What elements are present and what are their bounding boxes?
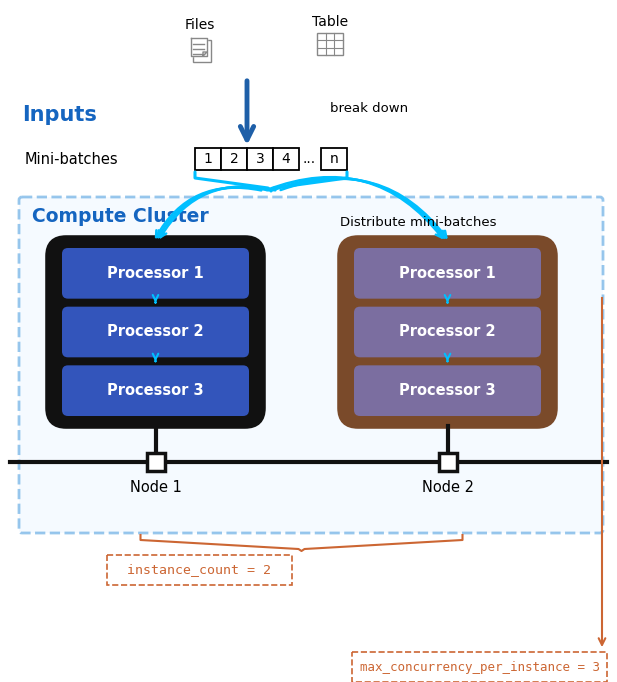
Text: Table: Table xyxy=(312,15,348,29)
Text: Mini-batches: Mini-batches xyxy=(25,151,118,166)
Bar xyxy=(321,148,347,170)
Bar xyxy=(193,40,211,62)
Bar xyxy=(439,453,457,471)
Text: Processor 1: Processor 1 xyxy=(399,266,496,281)
Text: break down: break down xyxy=(330,102,408,115)
Text: Distribute mini-batches: Distribute mini-batches xyxy=(340,216,497,228)
Text: Processor 3: Processor 3 xyxy=(399,383,496,398)
Text: 1: 1 xyxy=(204,152,212,166)
Text: ...: ... xyxy=(302,152,315,166)
Text: Processor 1: Processor 1 xyxy=(107,266,204,281)
FancyBboxPatch shape xyxy=(62,366,249,416)
Text: Inputs: Inputs xyxy=(22,105,97,125)
Text: Processor 3: Processor 3 xyxy=(107,383,204,398)
Text: Files: Files xyxy=(185,18,215,32)
Bar xyxy=(352,652,607,682)
FancyBboxPatch shape xyxy=(62,307,249,357)
Bar xyxy=(146,453,165,471)
Text: n: n xyxy=(329,152,338,166)
Text: instance_count = 2: instance_count = 2 xyxy=(127,563,271,576)
Text: Node 1: Node 1 xyxy=(130,481,181,496)
Bar xyxy=(247,148,273,170)
Bar xyxy=(221,148,247,170)
FancyBboxPatch shape xyxy=(354,307,541,357)
FancyBboxPatch shape xyxy=(48,238,263,426)
Polygon shape xyxy=(191,38,207,56)
FancyBboxPatch shape xyxy=(19,197,603,533)
Text: Compute Cluster: Compute Cluster xyxy=(32,207,209,226)
Text: 4: 4 xyxy=(281,152,291,166)
Text: max_concurrency_per_instance = 3: max_concurrency_per_instance = 3 xyxy=(360,660,600,674)
FancyBboxPatch shape xyxy=(62,248,249,299)
Bar xyxy=(317,33,343,55)
Text: Processor 2: Processor 2 xyxy=(107,325,204,340)
FancyBboxPatch shape xyxy=(340,238,555,426)
Text: 3: 3 xyxy=(255,152,264,166)
Bar xyxy=(107,555,291,585)
Text: Processor 2: Processor 2 xyxy=(399,325,496,340)
FancyBboxPatch shape xyxy=(354,248,541,299)
Bar xyxy=(195,148,221,170)
Text: 2: 2 xyxy=(230,152,238,166)
FancyBboxPatch shape xyxy=(354,366,541,416)
Bar xyxy=(273,148,299,170)
Text: Node 2: Node 2 xyxy=(421,481,473,496)
